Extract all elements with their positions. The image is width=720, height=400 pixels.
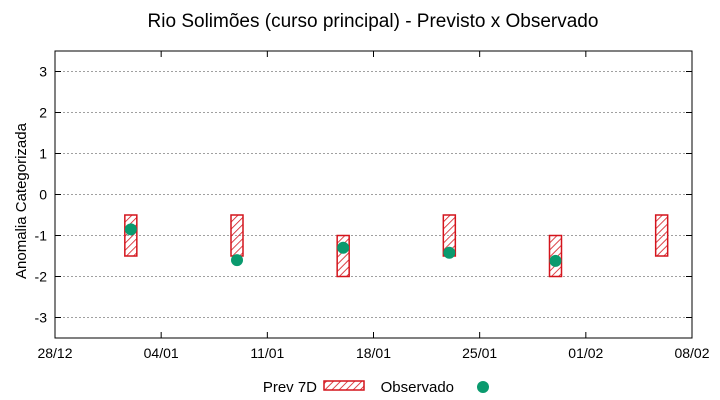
y-tick-label: -3 — [35, 310, 48, 326]
observed-point — [231, 254, 243, 267]
y-tick-label: -1 — [35, 228, 48, 244]
forecast-range-box — [230, 214, 244, 257]
y-axis: -3 -2 -1 0 1 2 3 — [35, 64, 692, 326]
forecast-range-box — [336, 234, 350, 278]
plot-frame — [54, 50, 693, 339]
y-axis-label: Anomalia Categorizada — [13, 122, 30, 279]
x-tick-label: 01/02 — [568, 345, 603, 361]
x-axis: 28/12 04/01 11/01 18/01 25/01 01/02 08/02 — [37, 51, 710, 361]
y-tick-label: 2 — [39, 105, 47, 121]
x-tick-label: 08/02 — [674, 345, 709, 361]
observed-point — [549, 254, 562, 267]
chart-title: Rio Solimões (curso principal) - Previst… — [148, 11, 599, 32]
y-tick-label: 0 — [39, 187, 47, 203]
legend-label-observado: Observado — [381, 379, 454, 396]
forecast-range-box — [654, 214, 669, 257]
legend-label-prev7d: Prev 7D — [263, 379, 317, 396]
x-tick-label: 11/01 — [250, 345, 284, 361]
y-tick-label: -2 — [35, 269, 48, 285]
legend-swatch-prev7d — [323, 380, 365, 391]
forecast-range-box — [124, 214, 138, 257]
y-tick-label: 1 — [39, 146, 47, 162]
observed-point — [443, 246, 456, 259]
x-tick-label: 28/12 — [37, 345, 72, 361]
x-tick-label: 18/01 — [356, 345, 391, 361]
plot-area — [124, 214, 669, 278]
legend: Prev 7D Observado — [263, 379, 489, 396]
observed-point — [337, 241, 350, 254]
y-tick-label: 3 — [39, 64, 47, 80]
x-tick-label: 25/01 — [462, 345, 497, 361]
x-tick-label: 04/01 — [144, 345, 179, 361]
grid — [55, 71, 692, 318]
legend-marker-observado — [477, 381, 489, 393]
observed-point — [124, 223, 137, 236]
